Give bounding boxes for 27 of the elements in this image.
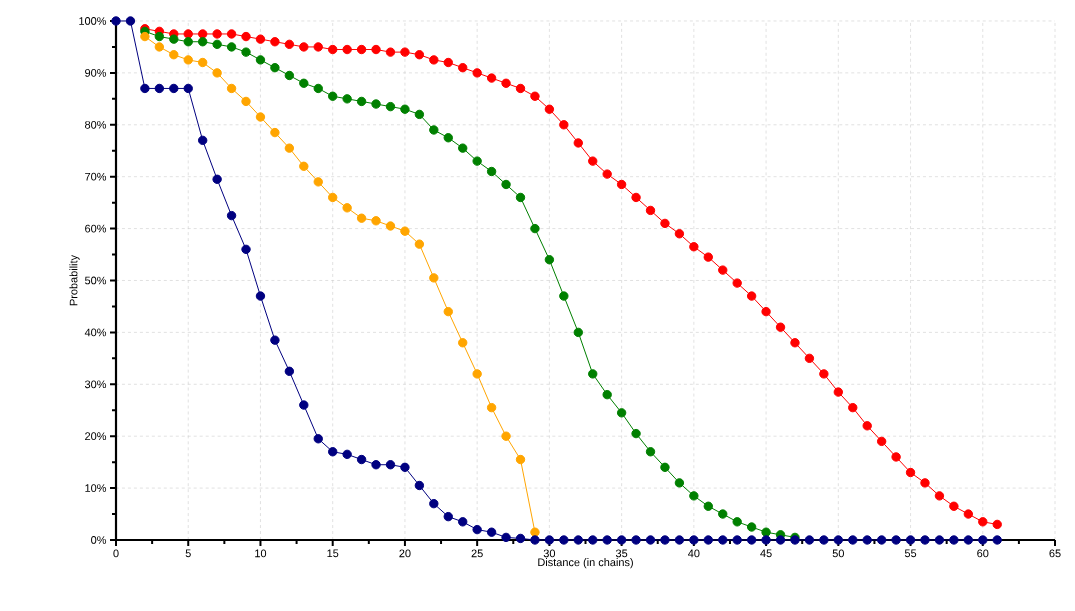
y-tick-label: 70% — [85, 172, 107, 181]
y-tick-label: 40% — [84, 328, 107, 337]
y-tick-label: 30% — [84, 380, 107, 389]
x-tick-label: 20 — [399, 549, 411, 558]
y-tick-label: 80% — [85, 120, 107, 129]
x-tick-label: 50 — [832, 549, 844, 558]
x-tick-label: 65 — [1049, 549, 1061, 558]
y-axis-title: Probability — [69, 254, 80, 306]
y-tick-label: 10% — [85, 484, 107, 492]
y-tick-label: 50% — [84, 276, 107, 285]
y-tick-label: 0% — [91, 536, 107, 544]
x-tick-label: 55 — [904, 549, 917, 558]
x-tick-label: 60 — [977, 549, 989, 558]
y-tick-label: 60% — [85, 224, 107, 233]
y-tick-label: 90% — [85, 69, 107, 77]
x-tick-label: 30 — [543, 549, 556, 558]
y-tick-label: 100% — [79, 17, 107, 25]
x-tick-label: 40 — [688, 549, 700, 558]
x-axis-title: Distance (in chains) — [538, 558, 633, 569]
x-tick-label: 5 — [185, 549, 191, 558]
x-tick-label: 15 — [327, 549, 339, 558]
y-tick-label: 20% — [85, 432, 107, 441]
x-tick-label: 35 — [615, 549, 628, 558]
x-tick-label: 45 — [760, 549, 772, 558]
x-tick-label: 10 — [255, 549, 267, 558]
x-tick-label: 0 — [113, 549, 119, 558]
x-tick-label: 25 — [471, 549, 483, 558]
